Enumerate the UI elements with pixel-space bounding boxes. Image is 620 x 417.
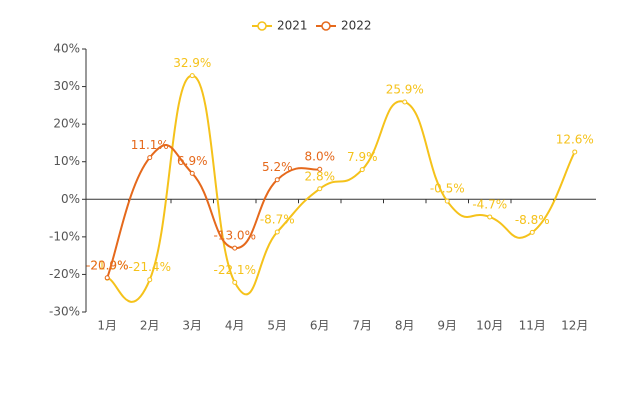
legend-marker: [321, 21, 331, 31]
data-label: 11.1%: [131, 138, 169, 152]
x-tick-label: 1月: [97, 319, 117, 333]
legend-label: 2022: [341, 19, 372, 33]
data-label: 12.6%: [556, 132, 594, 146]
data-point: [189, 170, 195, 176]
data-label: -22.1%: [214, 263, 256, 277]
data-label: 25.9%: [386, 82, 424, 96]
legend-marker: [257, 21, 267, 31]
data-label: 5.2%: [262, 160, 293, 174]
data-point: [274, 177, 280, 183]
x-tick-label: 9月: [437, 319, 457, 333]
data-point: [444, 198, 450, 204]
y-tick-label: 40%: [53, 42, 80, 56]
x-tick-label: 11月: [519, 319, 546, 333]
data-point: [572, 149, 578, 155]
data-label: -20.9%: [86, 258, 128, 272]
data-label: 7.9%: [347, 150, 378, 164]
y-tick-label: 20%: [53, 117, 80, 131]
data-label: 2.8%: [305, 169, 336, 183]
data-label: -21.0%: [86, 259, 128, 273]
data-label: -8.7%: [260, 212, 295, 226]
x-tick-label: 3月: [182, 319, 202, 333]
data-point: [487, 214, 493, 220]
data-label: -4.7%: [472, 197, 507, 211]
data-label: -8.8%: [515, 213, 550, 227]
x-tick-label: 2月: [140, 319, 160, 333]
data-point: [104, 275, 110, 281]
data-label: -0.5%: [430, 182, 465, 196]
data-point: [359, 167, 365, 173]
x-tick-label: 8月: [395, 319, 415, 333]
data-point: [147, 277, 153, 283]
y-tick-label: -10%: [49, 229, 80, 243]
series-line: [106, 74, 576, 303]
y-tick-label: 30%: [53, 79, 80, 93]
y-tick-label: -20%: [49, 267, 80, 281]
data-label: -21.4%: [129, 260, 171, 274]
x-tick-label: 4月: [225, 319, 245, 333]
data-point: [147, 155, 153, 161]
data-point: [189, 73, 195, 79]
x-tick-label: 10月: [476, 319, 503, 333]
data-label: 6.9%: [177, 154, 208, 168]
x-tick-label: 5月: [267, 319, 287, 333]
y-tick-label: 0%: [61, 192, 80, 206]
data-point: [232, 245, 238, 251]
y-tick-label: 10%: [53, 154, 80, 168]
x-tick-label: 7月: [352, 319, 372, 333]
data-label: 32.9%: [173, 56, 211, 70]
data-point: [529, 229, 535, 235]
y-tick-label: -30%: [49, 305, 80, 319]
data-label: 8.0%: [305, 150, 336, 164]
data-point: [274, 229, 280, 235]
data-point: [402, 99, 408, 105]
x-tick-label: 6月: [310, 319, 330, 333]
x-tick-label: 12月: [561, 319, 588, 333]
data-point: [232, 279, 238, 285]
legend-label: 2021: [277, 19, 308, 33]
data-label: -13.0%: [214, 229, 256, 243]
data-point: [317, 166, 323, 172]
data-point: [317, 186, 323, 192]
